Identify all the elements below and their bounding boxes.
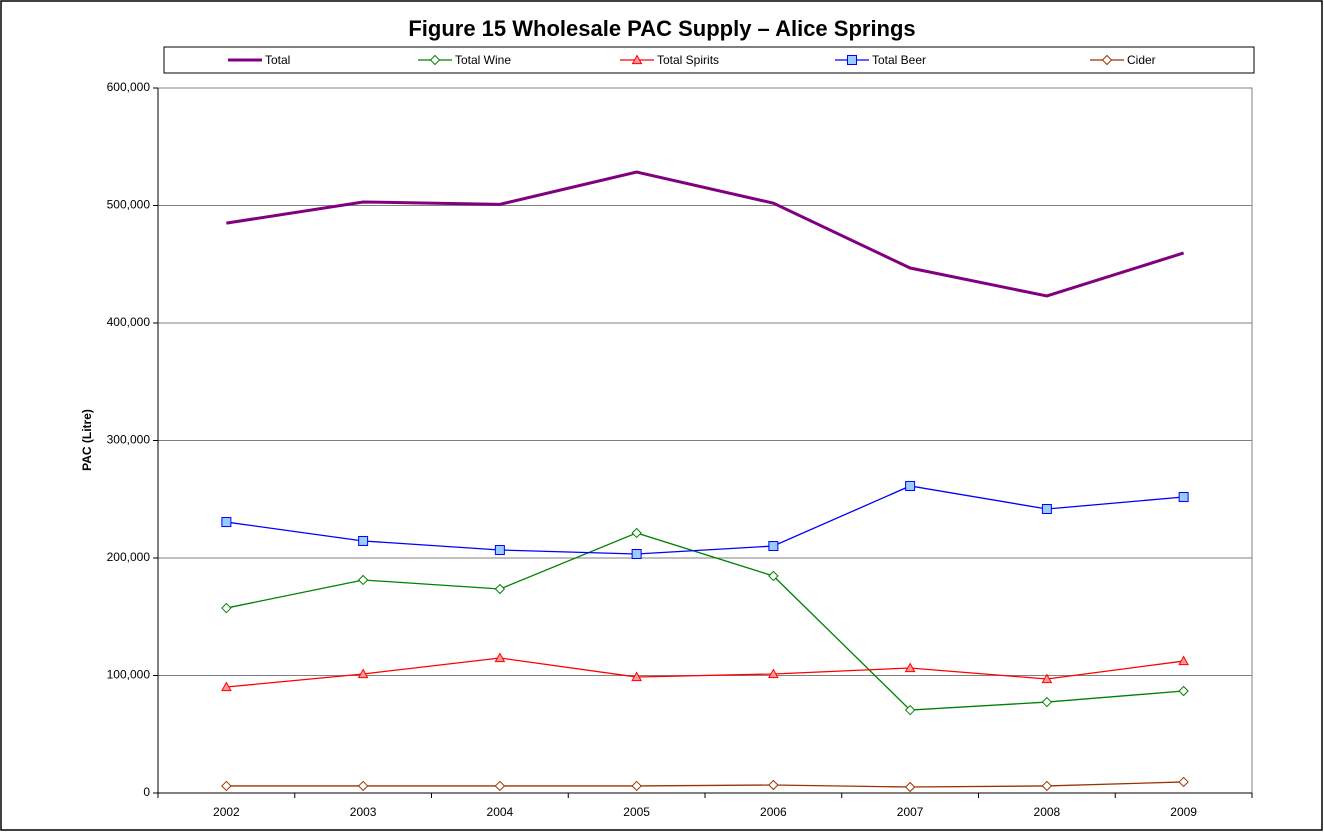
- legend-label: Total Wine: [455, 53, 511, 67]
- series-line: [226, 485, 1184, 555]
- legend-box: [163, 46, 1255, 74]
- marker: [357, 574, 369, 586]
- marker: [768, 541, 779, 552]
- marker: [221, 602, 232, 614]
- marker: [768, 779, 779, 791]
- y-tick-label: 400,000: [107, 315, 151, 329]
- marker: [904, 704, 916, 716]
- marker: [1041, 780, 1053, 792]
- legend-label: Total Spirits: [657, 53, 719, 67]
- marker: [1178, 492, 1189, 503]
- chart-title: Figure 15 Wholesale PAC Supply – Alice S…: [408, 16, 915, 41]
- marker: [221, 517, 232, 528]
- marker: [904, 781, 916, 793]
- x-tick-label: 2005: [623, 805, 650, 819]
- marker: [768, 570, 779, 582]
- x-tick-label: 2007: [897, 805, 924, 819]
- marker: [631, 527, 642, 539]
- marker: [1041, 504, 1052, 515]
- series-line: [226, 781, 1184, 788]
- x-tick-label: 2003: [350, 805, 377, 819]
- marker: [357, 780, 369, 792]
- legend-marker: [631, 54, 643, 65]
- marker: [1178, 685, 1189, 697]
- marker: [1041, 673, 1053, 684]
- marker: [494, 652, 506, 663]
- marker: [1041, 696, 1053, 708]
- series-line: [226, 532, 1184, 711]
- marker: [768, 668, 779, 679]
- marker: [494, 780, 506, 792]
- marker: [1178, 655, 1189, 666]
- series-line: [226, 657, 1184, 688]
- legend-label: Total Beer: [872, 53, 926, 67]
- y-axis-label: PAC (Litre): [80, 409, 94, 471]
- marker: [494, 583, 506, 595]
- y-tick-label: 500,000: [107, 198, 151, 212]
- marker: [631, 671, 642, 682]
- x-tick-label: 2006: [760, 805, 787, 819]
- legend-label: Cider: [1127, 53, 1156, 67]
- legend-label: Total: [265, 53, 290, 67]
- legend-marker: [1101, 54, 1113, 66]
- x-tick-label: 2002: [213, 805, 240, 819]
- y-tick-label: 0: [143, 785, 150, 799]
- y-tick-label: 100,000: [107, 668, 151, 682]
- y-tick-label: 200,000: [107, 550, 151, 564]
- x-tick-label: 2004: [487, 805, 514, 819]
- x-tick-label: 2008: [1034, 805, 1061, 819]
- marker: [904, 662, 916, 673]
- marker: [1178, 776, 1189, 788]
- marker: [631, 549, 642, 560]
- legend-marker: [429, 54, 441, 66]
- y-tick-label: 300,000: [107, 433, 151, 447]
- y-tick-label: 600,000: [107, 80, 151, 94]
- series-line: [226, 170, 1185, 298]
- marker: [221, 681, 232, 692]
- marker: [357, 668, 369, 679]
- marker: [631, 780, 642, 792]
- marker: [905, 480, 916, 491]
- marker: [494, 545, 505, 556]
- marker: [358, 535, 369, 546]
- x-tick-label: 2009: [1170, 805, 1197, 819]
- legend-marker: [847, 55, 857, 65]
- marker: [221, 780, 232, 792]
